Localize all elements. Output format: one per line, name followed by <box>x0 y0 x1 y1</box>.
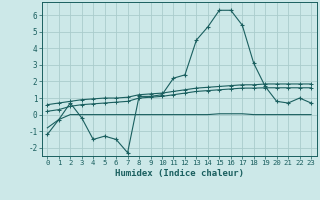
X-axis label: Humidex (Indice chaleur): Humidex (Indice chaleur) <box>115 169 244 178</box>
